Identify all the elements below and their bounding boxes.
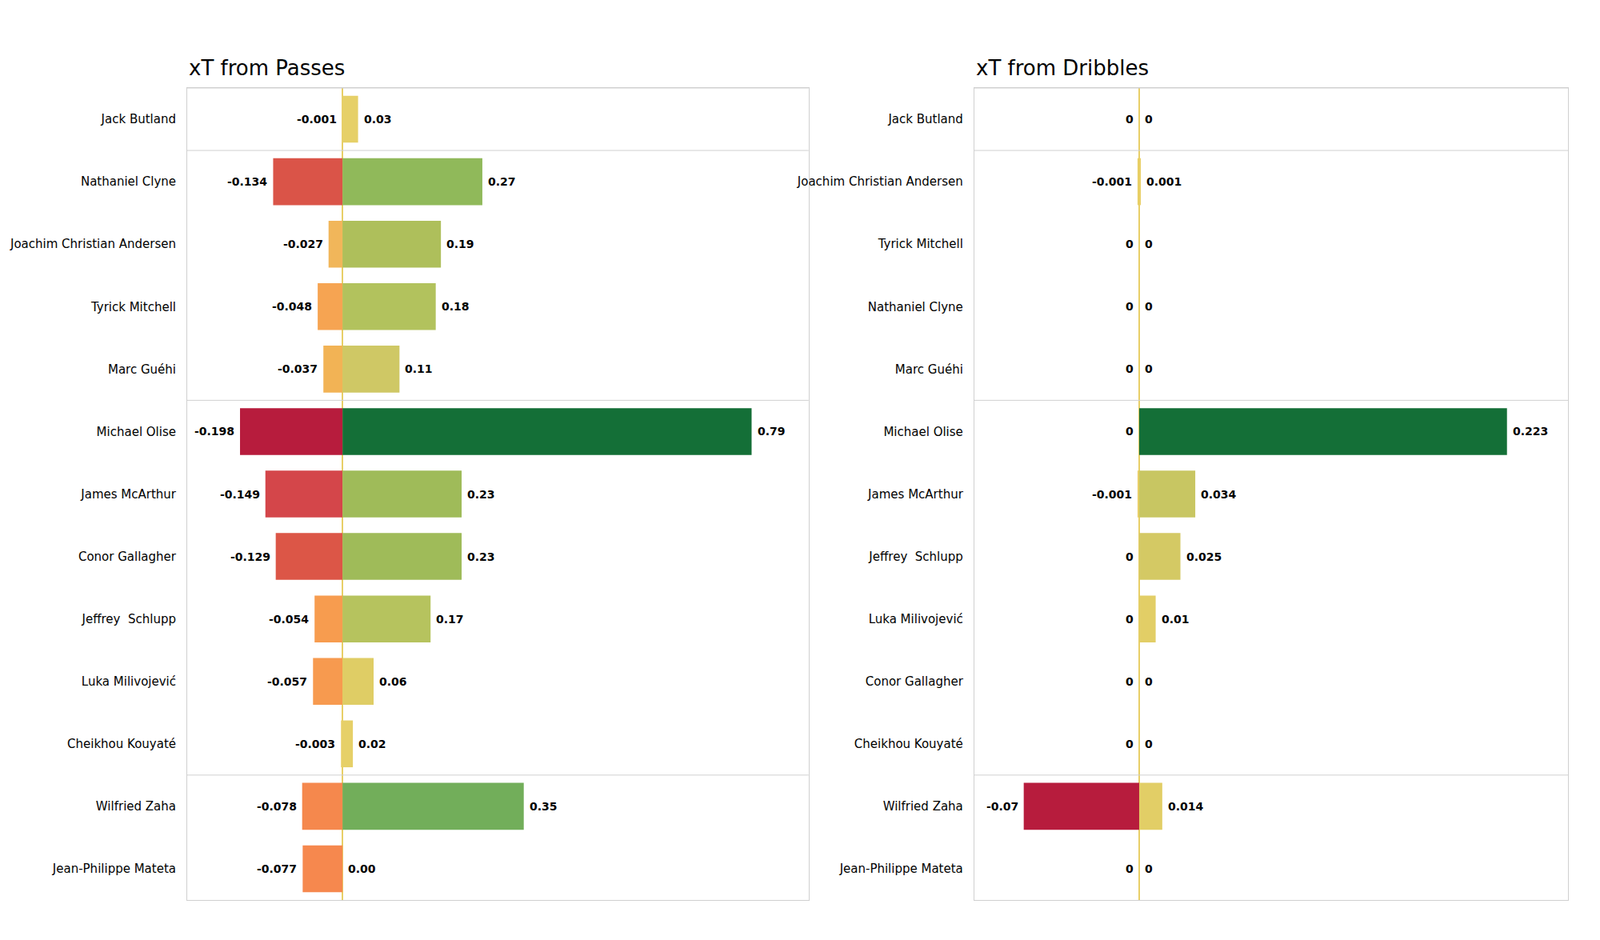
svg-text:-0.027: -0.027	[283, 237, 324, 251]
svg-text:0: 0	[1144, 675, 1153, 688]
svg-text:Jean-Philippe Mateta: Jean-Philippe Mateta	[839, 861, 964, 876]
svg-text:0: 0	[1125, 675, 1134, 688]
svg-text:Joachim Christian Andersen: Joachim Christian Andersen	[796, 174, 964, 189]
svg-text:xT from Passes: xT from Passes	[188, 56, 345, 80]
svg-text:0: 0	[1144, 237, 1153, 251]
svg-text:Nathaniel Clyne: Nathaniel Clyne	[868, 300, 964, 315]
svg-text:xT from Dribbles: xT from Dribbles	[976, 56, 1149, 80]
svg-text:0.11: 0.11	[404, 362, 433, 376]
svg-text:Wilfried Zaha: Wilfried Zaha	[883, 799, 964, 814]
svg-text:-0.003: -0.003	[295, 737, 336, 751]
svg-text:Conor Gallagher: Conor Gallagher	[78, 549, 177, 564]
svg-text:0.001: 0.001	[1146, 175, 1182, 188]
svg-text:0.01: 0.01	[1161, 612, 1190, 626]
svg-text:Nathaniel Clyne: Nathaniel Clyne	[80, 174, 176, 189]
svg-text:0.02: 0.02	[358, 737, 387, 751]
svg-text:0: 0	[1144, 112, 1153, 126]
svg-text:-0.057: -0.057	[267, 675, 308, 688]
svg-text:-0.077: -0.077	[256, 862, 297, 876]
svg-text:0: 0	[1125, 550, 1134, 564]
svg-text:Michael Olise: Michael Olise	[96, 424, 176, 440]
svg-text:0: 0	[1125, 612, 1134, 626]
svg-text:James McArthur: James McArthur	[867, 487, 964, 502]
svg-text:0: 0	[1125, 300, 1134, 313]
svg-text:0.03: 0.03	[364, 112, 392, 126]
svg-text:-0.149: -0.149	[220, 488, 260, 501]
svg-text:Michael Olise: Michael Olise	[883, 424, 963, 440]
svg-text:0.18: 0.18	[441, 300, 470, 313]
svg-text:0.23: 0.23	[467, 488, 496, 501]
svg-text:-0.001: -0.001	[1092, 175, 1132, 188]
svg-text:0.025: 0.025	[1186, 550, 1222, 564]
svg-text:0.06: 0.06	[379, 675, 408, 688]
svg-text:0.034: 0.034	[1200, 488, 1237, 501]
svg-text:Jack Butland: Jack Butland	[100, 112, 176, 127]
svg-text:0.17: 0.17	[436, 612, 464, 626]
svg-text:0: 0	[1144, 862, 1153, 876]
svg-text:-0.078: -0.078	[256, 800, 297, 813]
svg-text:Tyrick Mitchell: Tyrick Mitchell	[877, 236, 964, 252]
svg-text:Cheikhou Kouyaté: Cheikhou Kouyaté	[67, 736, 176, 752]
svg-text:Jeffrey Schlupp: Jeffrey Schlupp	[868, 549, 963, 564]
svg-text:Tyrick Mitchell: Tyrick Mitchell	[90, 300, 176, 315]
svg-text:0: 0	[1125, 424, 1134, 438]
svg-text:-0.07: -0.07	[986, 800, 1019, 813]
svg-text:Joachim Christian Andersen: Joachim Christian Andersen	[9, 236, 176, 252]
svg-text:-0.129: -0.129	[230, 550, 271, 564]
svg-text:0: 0	[1125, 237, 1134, 251]
svg-text:0: 0	[1144, 737, 1153, 751]
svg-text:Wilfried Zaha: Wilfried Zaha	[96, 799, 176, 814]
svg-text:-0.054: -0.054	[268, 612, 309, 626]
svg-text:Marc Guéhi: Marc Guéhi	[108, 362, 176, 377]
svg-text:0.79: 0.79	[757, 424, 786, 438]
svg-text:0.00: 0.00	[348, 862, 376, 876]
svg-text:Jeffrey Schlupp: Jeffrey Schlupp	[81, 612, 176, 627]
svg-text:0: 0	[1144, 362, 1153, 376]
svg-text:-0.001: -0.001	[296, 112, 337, 126]
svg-text:Luka Milivojević: Luka Milivojević	[868, 612, 964, 627]
svg-text:-0.048: -0.048	[272, 300, 312, 313]
svg-text:0: 0	[1125, 362, 1134, 376]
svg-text:James McArthur: James McArthur	[80, 487, 177, 502]
svg-text:-0.037: -0.037	[277, 362, 318, 376]
svg-text:Luka Milivojević: Luka Milivojević	[81, 674, 176, 689]
svg-text:Marc Guéhi: Marc Guéhi	[895, 362, 964, 377]
svg-text:-0.134: -0.134	[227, 175, 268, 188]
svg-text:Cheikhou Kouyaté: Cheikhou Kouyaté	[854, 736, 964, 752]
svg-text:0.19: 0.19	[446, 237, 475, 251]
svg-text:0.27: 0.27	[488, 175, 516, 188]
svg-text:0: 0	[1125, 112, 1134, 126]
svg-text:0.35: 0.35	[529, 800, 558, 813]
svg-text:-0.001: -0.001	[1092, 488, 1132, 501]
svg-text:Jack Butland: Jack Butland	[887, 112, 963, 127]
svg-text:0.223: 0.223	[1512, 424, 1548, 438]
svg-text:Conor Gallagher: Conor Gallagher	[865, 674, 964, 689]
svg-text:0: 0	[1125, 737, 1134, 751]
svg-text:-0.198: -0.198	[194, 424, 235, 438]
svg-text:0.23: 0.23	[467, 550, 496, 564]
svg-text:0: 0	[1144, 300, 1153, 313]
svg-text:Jean-Philippe Mateta: Jean-Philippe Mateta	[52, 861, 176, 876]
svg-text:0: 0	[1125, 862, 1134, 876]
svg-text:0.014: 0.014	[1168, 800, 1204, 813]
